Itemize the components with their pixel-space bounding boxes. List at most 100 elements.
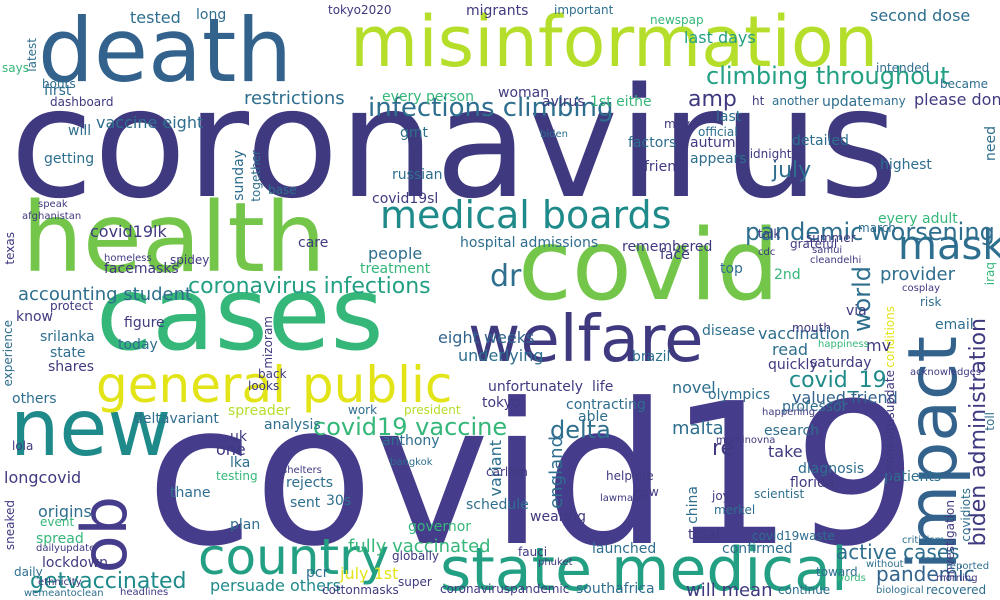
word-misinformation: misinformation [350, 1, 879, 83]
word-midnight: midnight [738, 147, 792, 161]
word-total: total [688, 527, 721, 543]
word-grateful: grateful [790, 237, 838, 251]
word-delta: delta [550, 416, 611, 444]
word-homeless: homeless [104, 253, 152, 264]
word-need: need [983, 126, 999, 161]
word-base: base [268, 183, 297, 197]
word-event: event [40, 515, 75, 529]
word-new: new [10, 384, 172, 474]
word-climbing-throughout: climbing throughout [706, 62, 950, 90]
word-pandemic-worsening: pandemic worsening [745, 218, 995, 246]
word-lka: lka [230, 455, 251, 471]
word-tokyo2020: tokyo2020 [328, 3, 392, 17]
word-coronaviruspandemic: coronaviruspandemic [440, 582, 570, 596]
word-deltavariant: deltavariant [134, 411, 219, 427]
word-friend: friend [644, 159, 685, 175]
word-gmt: gmt [400, 125, 429, 141]
word-long: long [196, 7, 227, 23]
word-cosplay: cosplay [902, 283, 940, 294]
word-morning: morning [936, 573, 978, 584]
word-mouth: mouth [792, 321, 831, 335]
word-health: health [22, 182, 326, 294]
word-second-dose: second dose [870, 6, 971, 25]
word-facemasks: facemasks [104, 261, 179, 277]
word-rejects: rejects [286, 475, 334, 491]
word-covid19lk: covid19lk [90, 222, 167, 241]
word-care: care [298, 235, 329, 251]
word-longcovid: longcovid [4, 468, 82, 487]
word-experience: experience [1, 320, 15, 387]
word-ethnicity: ethnicity [38, 577, 82, 588]
word-face: face [660, 247, 690, 263]
word-covid: covid [518, 209, 780, 323]
word-happening: happening [762, 407, 816, 418]
word-life: life [592, 379, 614, 395]
word-talk: talk [758, 227, 781, 241]
word-malta: malta [672, 418, 724, 439]
word-lawmaker: lawmaker [600, 493, 649, 504]
word-shares: shares [48, 359, 95, 375]
word-tokyo: tokyo [482, 395, 521, 411]
word-every-adult: every adult [878, 211, 958, 227]
word-sneaked: sneaked [3, 500, 17, 551]
word-covidiots: covidiots [959, 488, 973, 542]
word-death: death [38, 0, 293, 102]
word-afghanistan: afghanistan [22, 211, 82, 222]
word-will: will [68, 123, 92, 139]
word-merkel: merkel [714, 503, 756, 517]
word-please-don: please don [914, 90, 1000, 109]
word-samui: samui [812, 245, 843, 256]
word-covid19sl: covid19sl [372, 191, 439, 207]
word-will-mean: will mean [686, 580, 773, 600]
word-scientist: scientist [754, 487, 805, 501]
word-getting: getting [44, 151, 95, 167]
word-amp: amp [688, 87, 737, 112]
word-cleandelhi: cleandelhi [810, 255, 862, 266]
word-became: became [940, 77, 989, 91]
word-update: update [822, 94, 872, 110]
word-hospital-admissions: hospital admissions [460, 235, 599, 251]
word-vaccination: vaccination [758, 324, 850, 343]
word-factors: factors [628, 135, 677, 151]
word-disease: disease [702, 323, 756, 339]
word-plan: plan [230, 517, 261, 533]
word-uk: uk [230, 429, 247, 445]
word-olympics: olympics [708, 387, 771, 403]
word-continue: continue [778, 583, 831, 597]
word-underlying: underlying [458, 346, 544, 365]
word-speak: speak [38, 199, 68, 210]
word-treatment: treatment [360, 261, 431, 277]
word-diagnosis: diagnosis [798, 461, 865, 477]
word-carlton: carlton [486, 465, 528, 479]
word-persuade-others: persuade others [210, 576, 341, 595]
word-mizoram: mizoram [261, 316, 275, 369]
word-appears: appears [690, 151, 747, 167]
word-active-cases: active cases [836, 540, 960, 564]
word-biden: biden [540, 129, 568, 140]
word-reported: reported [946, 561, 990, 572]
word-lola: lola [12, 439, 34, 453]
word-pandemic: pandemic [876, 562, 975, 586]
word-getvaccinated: getvaccinated [30, 569, 187, 594]
word-july-1st: july 1st [340, 564, 399, 583]
word-super: super [398, 575, 432, 589]
word-2nd: 2nd [774, 267, 801, 283]
word-patients: patients [884, 469, 942, 485]
word-now: now [634, 485, 659, 499]
word-official: official [698, 125, 738, 139]
word-world: world [848, 266, 876, 333]
word-last: last [716, 109, 742, 125]
word-words: words [836, 573, 866, 584]
word-covid19: covid19 [146, 362, 918, 590]
word-know: know [16, 309, 53, 325]
word-avirus: avirus [542, 94, 585, 110]
word-contracting: contracting [566, 397, 646, 413]
word-russian: russian [392, 167, 443, 183]
word-today: today [118, 337, 158, 353]
word-brazil: brazil [632, 349, 671, 365]
word-helpline: helpline [606, 469, 654, 483]
word-novel: novel [672, 378, 716, 397]
word-mask: mask [898, 223, 1000, 269]
word-coronavirus: coronavirus [10, 55, 899, 232]
